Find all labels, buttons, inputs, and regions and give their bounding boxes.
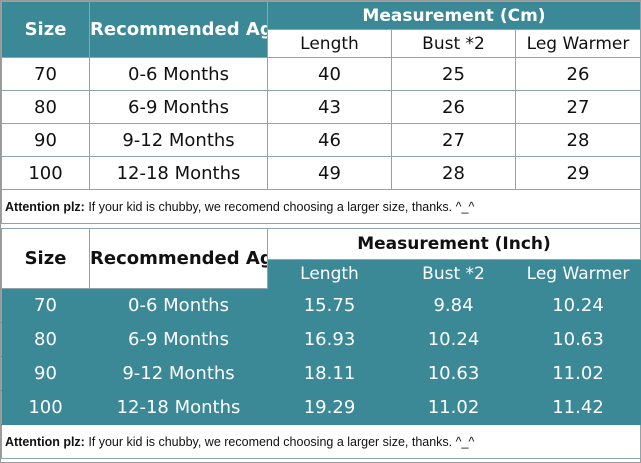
leg-warmer-cell: 11.02 — [514, 356, 641, 391]
leg-warmer-cell: 27 — [514, 90, 641, 124]
age-cell: 6-9 Months — [89, 322, 268, 357]
attention-note: Attention plz: If your kid is chubby, we… — [0, 424, 641, 459]
length-cell: 43 — [267, 90, 392, 124]
attention-label: Attention plz: — [5, 434, 85, 449]
bust-cell: 25 — [391, 57, 516, 91]
attention-note: Attention plz: If your kid is chubby, we… — [0, 189, 641, 224]
size-chart-inch-table: Size Recommended Age Measurement (Inch) … — [0, 228, 641, 459]
table-row: 80 6-9 Months 16.93 10.24 10.63 — [1, 322, 641, 357]
age-cell: 9-12 Months — [89, 123, 268, 157]
length-header: Length — [267, 259, 392, 289]
age-cell: 6-9 Months — [89, 90, 268, 124]
size-cell: 70 — [1, 288, 90, 323]
bust-cell: 26 — [391, 90, 516, 124]
length-cell: 46 — [267, 123, 392, 157]
table-row: 90 9-12 Months 46 27 28 — [1, 123, 641, 157]
table-row: 90 9-12 Months 18.11 10.63 11.02 — [1, 356, 641, 391]
age-cell: 12-18 Months — [89, 156, 268, 190]
age-cell: 0-6 Months — [89, 288, 268, 323]
length-cell: 16.93 — [267, 322, 392, 357]
length-cell: 49 — [267, 156, 392, 190]
size-cell: 90 — [1, 123, 90, 157]
table-row: 70 0-6 Months 15.75 9.84 10.24 — [1, 288, 641, 323]
attention-label: Attention plz: — [5, 199, 85, 214]
size-cell: 100 — [1, 390, 90, 425]
table-row: 80 6-9 Months 43 26 27 — [1, 90, 641, 124]
measurement-header: Measurement (Inch) — [266, 228, 641, 260]
bust-cell: 9.84 — [391, 288, 516, 323]
bust-header: Bust *2 — [391, 259, 516, 289]
age-cell: 12-18 Months — [89, 390, 268, 425]
size-header: Size — [1, 1, 90, 58]
size-cell: 80 — [1, 90, 90, 124]
leg-warmer-cell: 10.24 — [514, 288, 641, 323]
bust-header: Bust *2 — [391, 29, 516, 58]
size-chart-cm-table: Size Recommended Age Measurement (Cm) Le… — [0, 1, 641, 224]
size-cell: 80 — [1, 322, 90, 357]
recommended-age-header: Recommended Age — [89, 228, 268, 289]
recommended-age-header: Recommended Age — [89, 1, 268, 58]
leg-warmer-cell: 10.63 — [514, 322, 641, 357]
bust-cell: 11.02 — [391, 390, 516, 425]
table-row: 70 0-6 Months 40 25 26 — [1, 57, 641, 91]
length-header: Length — [267, 29, 392, 58]
leg-warmer-cell: 28 — [514, 123, 641, 157]
leg-warmer-header: Leg Warmer — [514, 259, 641, 289]
length-cell: 40 — [267, 57, 392, 91]
size-header: Size — [1, 228, 90, 289]
attention-text: If your kid is chubby, we recomend choos… — [84, 199, 475, 214]
leg-warmer-header: Leg Warmer — [514, 29, 641, 58]
leg-warmer-cell: 26 — [514, 57, 641, 91]
age-cell: 0-6 Months — [89, 57, 268, 91]
bust-cell: 28 — [391, 156, 516, 190]
bust-cell: 10.24 — [391, 322, 516, 357]
bust-cell: 27 — [391, 123, 516, 157]
length-cell: 15.75 — [267, 288, 392, 323]
bust-cell: 10.63 — [391, 356, 516, 391]
length-cell: 18.11 — [267, 356, 392, 391]
attention-text: If your kid is chubby, we recomend choos… — [84, 434, 475, 449]
size-cell: 70 — [1, 57, 90, 91]
age-cell: 9-12 Months — [89, 356, 268, 391]
measurement-header: Measurement (Cm) — [266, 1, 641, 30]
table-row: 100 12-18 Months 49 28 29 — [1, 156, 641, 190]
length-cell: 19.29 — [267, 390, 392, 425]
size-cell: 100 — [1, 156, 90, 190]
size-cell: 90 — [1, 356, 90, 391]
leg-warmer-cell: 29 — [514, 156, 641, 190]
table-row: 100 12-18 Months 19.29 11.02 11.42 — [1, 390, 641, 425]
leg-warmer-cell: 11.42 — [514, 390, 641, 425]
